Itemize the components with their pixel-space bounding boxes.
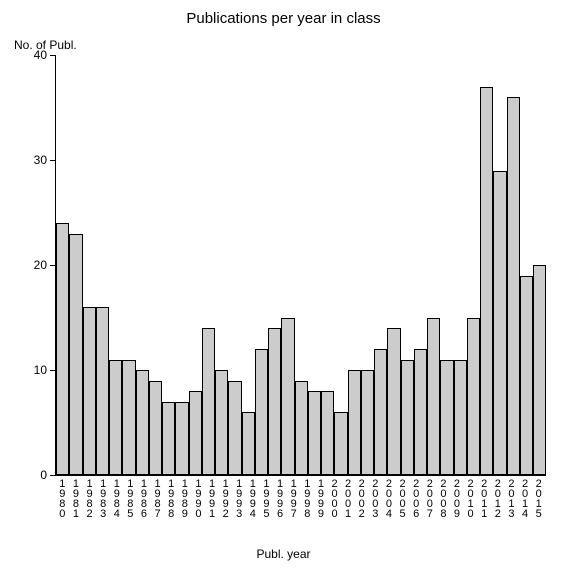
bar	[533, 265, 546, 475]
bar	[334, 412, 347, 475]
x-tick-label: 1987	[150, 478, 164, 528]
y-tick-label: 40	[34, 48, 47, 62]
x-tick-label: 2012	[491, 478, 505, 528]
bar	[215, 370, 228, 475]
x-tick-label: 2015	[531, 478, 545, 528]
x-tick-label: 2006	[409, 478, 423, 528]
bar	[308, 391, 321, 475]
x-tick-label: 1990	[191, 478, 205, 528]
x-tick-label: 1993	[232, 478, 246, 528]
plot-area: 010203040	[55, 55, 546, 476]
x-tick-label: 1980	[55, 478, 69, 528]
bar	[83, 307, 96, 475]
bar	[480, 87, 493, 476]
bar	[520, 276, 533, 476]
y-tick-label: 0	[40, 468, 47, 482]
bar	[427, 318, 440, 476]
x-tick-label: 1989	[177, 478, 191, 528]
x-tick-label: 2002	[354, 478, 368, 528]
bars-group	[56, 55, 546, 475]
x-tick-label: 1983	[96, 478, 110, 528]
y-tick-label: 10	[34, 363, 47, 377]
bar	[401, 360, 414, 476]
bar	[255, 349, 268, 475]
x-tick-label: 1997	[286, 478, 300, 528]
bar	[414, 349, 427, 475]
x-tick-label: 2014	[518, 478, 532, 528]
x-tick-labels: 1980198119821983198419851986198719881989…	[55, 478, 545, 528]
y-tick-label: 20	[34, 258, 47, 272]
y-tick-label: 30	[34, 153, 47, 167]
x-tick-label: 1981	[69, 478, 83, 528]
x-tick-label: 1994	[246, 478, 260, 528]
x-tick-label: 1995	[259, 478, 273, 528]
bar	[268, 328, 281, 475]
bar	[149, 381, 162, 476]
bar	[348, 370, 361, 475]
bar	[228, 381, 241, 476]
x-tick-label: 1996	[273, 478, 287, 528]
x-tick-label: 1986	[137, 478, 151, 528]
bar	[281, 318, 294, 476]
x-axis-title: Publ. year	[0, 547, 567, 561]
bar	[454, 360, 467, 476]
x-tick-label: 1991	[205, 478, 219, 528]
chart-title: Publications per year in class	[0, 10, 567, 27]
x-tick-label: 1999	[314, 478, 328, 528]
x-tick-label: 2001	[341, 478, 355, 528]
bar	[109, 360, 122, 476]
x-tick-label: 1992	[218, 478, 232, 528]
bar	[467, 318, 480, 476]
bar	[96, 307, 109, 475]
bar	[56, 223, 69, 475]
x-tick-label: 2003	[368, 478, 382, 528]
x-tick-label: 2005	[395, 478, 409, 528]
x-tick-label: 1988	[164, 478, 178, 528]
x-tick-label: 1985	[123, 478, 137, 528]
bar	[321, 391, 334, 475]
bar	[295, 381, 308, 476]
x-tick-label: 1998	[300, 478, 314, 528]
chart-container: Publications per year in class No. of Pu…	[0, 0, 567, 567]
y-tick	[50, 475, 56, 476]
bar	[69, 234, 82, 476]
bar	[242, 412, 255, 475]
bar	[387, 328, 400, 475]
x-tick-label: 2009	[450, 478, 464, 528]
x-tick-label: 1982	[82, 478, 96, 528]
bar	[189, 391, 202, 475]
bar	[493, 171, 506, 476]
bar	[440, 360, 453, 476]
bar	[507, 97, 520, 475]
bar	[175, 402, 188, 476]
x-tick-label: 2000	[327, 478, 341, 528]
x-tick-label: 1984	[109, 478, 123, 528]
x-tick-label: 2007	[422, 478, 436, 528]
x-tick-label: 2008	[436, 478, 450, 528]
bar	[374, 349, 387, 475]
bar	[122, 360, 135, 476]
x-tick-label: 2004	[382, 478, 396, 528]
bar	[136, 370, 149, 475]
bar	[202, 328, 215, 475]
bar	[162, 402, 175, 476]
x-tick-label: 2010	[463, 478, 477, 528]
x-tick-label: 2011	[477, 478, 491, 528]
x-tick-label: 2013	[504, 478, 518, 528]
bar	[361, 370, 374, 475]
